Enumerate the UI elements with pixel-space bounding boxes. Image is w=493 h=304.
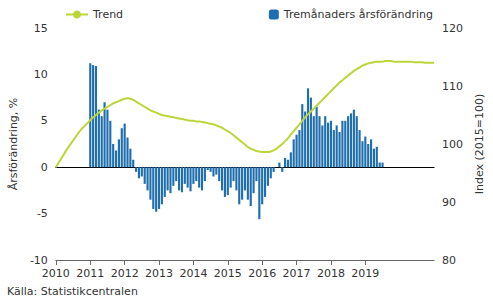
svg-text:0: 0 — [41, 161, 48, 174]
svg-text:-5: -5 — [37, 207, 48, 220]
svg-text:Trend: Trend — [92, 8, 123, 21]
svg-text:Index (2015=100): Index (2015=100) — [473, 94, 486, 195]
svg-text:2013: 2013 — [145, 267, 173, 280]
svg-text:Tremånaders årsförändring: Tremånaders årsförändring — [283, 8, 433, 21]
svg-text:2011: 2011 — [76, 267, 104, 280]
svg-text:10: 10 — [34, 68, 48, 81]
svg-text:-10: -10 — [30, 254, 48, 267]
svg-text:5: 5 — [41, 114, 48, 127]
svg-text:15: 15 — [34, 22, 48, 35]
svg-text:2017: 2017 — [283, 267, 311, 280]
svg-text:2015: 2015 — [214, 267, 242, 280]
svg-text:2018: 2018 — [317, 267, 345, 280]
svg-text:110: 110 — [442, 80, 463, 93]
svg-text:90: 90 — [442, 196, 456, 209]
svg-text:120: 120 — [442, 22, 463, 35]
svg-text:2019: 2019 — [351, 267, 379, 280]
svg-text:2012: 2012 — [111, 267, 139, 280]
svg-text:2014: 2014 — [179, 267, 207, 280]
svg-text:2016: 2016 — [248, 267, 276, 280]
svg-text:80: 80 — [442, 254, 456, 267]
svg-text:2010: 2010 — [42, 267, 70, 280]
svg-text:Källa: Statistikcentralen: Källa: Statistikcentralen — [7, 285, 138, 298]
svg-text:Årsförändring, %: Årsförändring, % — [7, 98, 20, 191]
svg-text:100: 100 — [442, 138, 463, 151]
